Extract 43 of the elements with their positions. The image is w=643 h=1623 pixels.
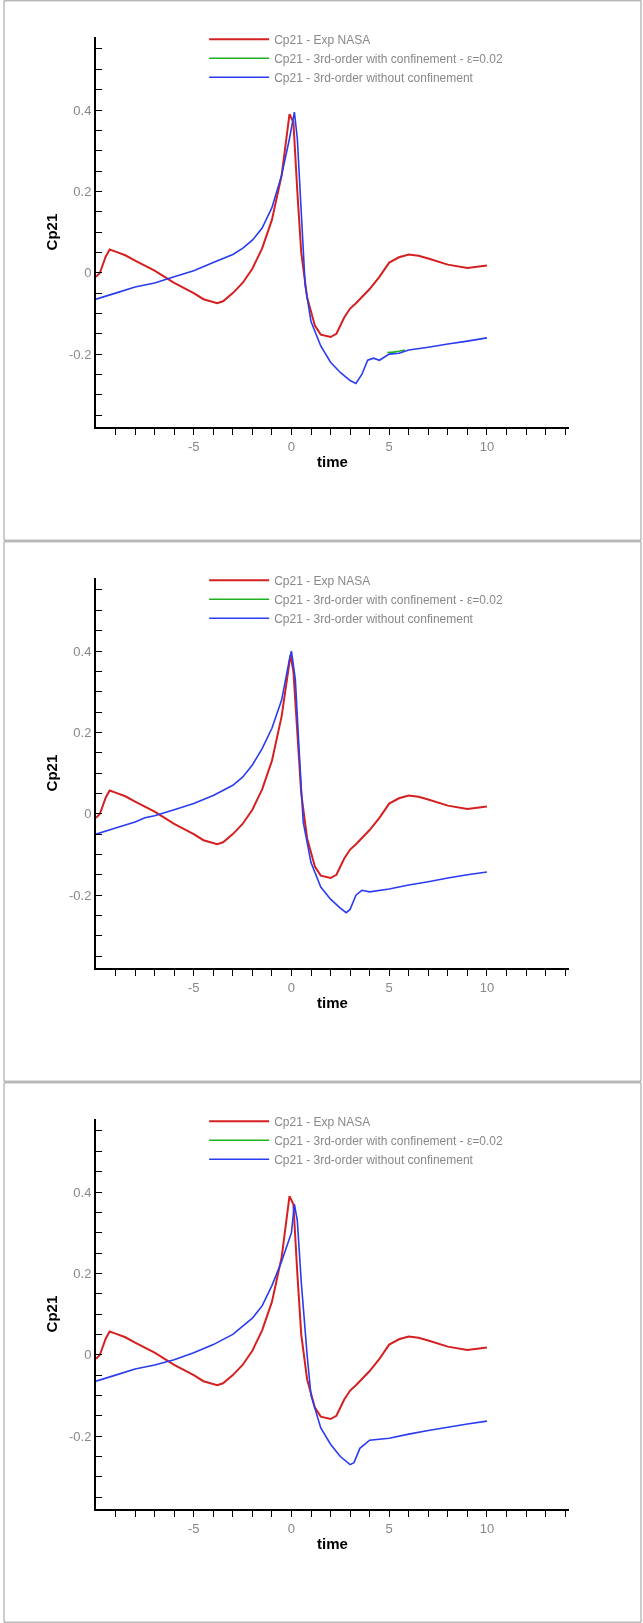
y-tick-label: 0.4 <box>73 102 92 118</box>
x-tick-label: 0 <box>287 1520 296 1536</box>
legend-label: Cp21 - Exp NASA <box>274 32 371 47</box>
line-series <box>96 111 488 385</box>
y-tick-label: 0 <box>84 265 92 281</box>
legend-label: Cp21 - 3rd-order without confinement <box>274 611 474 626</box>
y-axis-title: Cp21 <box>42 213 60 251</box>
y-axis-title: Cp21 <box>42 1295 60 1333</box>
y-tick-label: 0.2 <box>73 1265 92 1281</box>
x-tick-label: 5 <box>385 438 393 454</box>
y-tick-label: 0.2 <box>73 724 92 740</box>
y-axis-title: Cp21 <box>42 754 60 792</box>
legend-label: Cp21 - Exp NASA <box>274 573 371 588</box>
y-tick-label: -0.2 <box>68 346 92 362</box>
y-tick-label: 0.4 <box>73 643 92 659</box>
y-tick-label: 0 <box>84 1347 92 1363</box>
legend-label: Cp21 - 3rd-order with confinement - ε=0.02 <box>274 1133 503 1148</box>
x-tick-label: 10 <box>479 438 495 454</box>
x-tick-label: 5 <box>385 1520 393 1536</box>
x-axis-title: time <box>317 1535 348 1553</box>
y-tick-label: 0.4 <box>73 1184 92 1200</box>
line-series <box>96 1203 488 1466</box>
x-tick-label: -5 <box>187 1520 200 1536</box>
legend-label: Cp21 - 3rd-order without confinement <box>274 70 474 85</box>
legend-label: Cp21 - 3rd-order without confinement <box>274 1152 474 1167</box>
legend-label: Cp21 - 3rd-order with confinement - ε=0.02 <box>274 51 503 66</box>
x-tick-label: 10 <box>479 1520 495 1536</box>
x-tick-label: 0 <box>287 438 296 454</box>
x-axis-title: time <box>317 453 348 471</box>
y-tick-label: 0 <box>84 806 92 822</box>
legend-label: Cp21 - 3rd-order with confinement - ε=0.02 <box>274 592 503 607</box>
line-series <box>96 1195 488 1421</box>
x-axis-title: time <box>317 994 348 1012</box>
line-series <box>96 113 488 339</box>
x-tick-label: -5 <box>187 438 200 454</box>
x-tick-label: 0 <box>287 979 296 995</box>
y-tick-label: -0.2 <box>68 887 92 903</box>
y-tick-label: 0.2 <box>73 183 92 199</box>
y-tick-label: -0.2 <box>68 1428 92 1444</box>
x-tick-label: 10 <box>479 979 495 995</box>
legend-label: Cp21 - Exp NASA <box>274 1114 371 1129</box>
x-tick-label: 5 <box>385 979 393 995</box>
x-tick-label: -5 <box>187 979 200 995</box>
